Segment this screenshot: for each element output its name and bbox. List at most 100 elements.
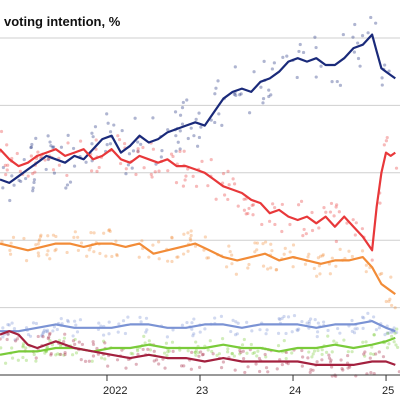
poll-dot [394,166,399,170]
poll-dot [36,242,40,246]
poll-dot [239,350,243,354]
poll-dot [385,331,389,335]
poll-dot [288,222,292,227]
poll-dot [31,321,36,325]
poll-dot [370,258,374,262]
poll-dot [362,316,366,320]
poll-dot [31,189,35,193]
poll-dot [274,267,279,272]
poll-dot [301,50,306,55]
poll-dot [62,353,66,357]
poll-dot [68,180,73,184]
poll-dot [116,134,120,138]
poll-dot [295,75,299,80]
poll-dot [106,121,110,125]
poll-dot [136,349,140,353]
poll-dot [238,348,242,353]
poll-dot [176,140,180,144]
poll-dot [284,356,288,361]
poll-dot [201,352,205,356]
poll-dot [110,254,114,259]
poll-dot [51,329,55,333]
poll-dot [21,344,25,348]
x-tick-label: 25 [382,385,394,397]
poll-dot [317,226,321,230]
poll-dot [261,242,265,246]
poll-dot [194,340,198,344]
poll-dot [49,144,53,148]
poll-dot [321,254,325,258]
poll-dot [238,93,242,97]
poll-dot [193,350,198,354]
poll-dot [0,129,4,134]
poll-dot [369,371,373,375]
poll-dot [215,353,219,358]
poll-dot [46,336,50,341]
poll-dot [41,331,45,335]
poll-dot [51,145,55,149]
poll-dot [226,350,230,354]
poll-dot [103,357,107,361]
poll-dot [154,358,159,362]
poll-dot [296,328,300,333]
poll-dot [62,340,66,344]
poll-dot [95,346,99,351]
poll-dot [288,250,292,254]
poll-dot [38,237,42,242]
poll-dot [217,352,221,356]
poll-dot [45,328,50,332]
poll-dot [91,135,95,139]
poll-dot [63,350,67,355]
poll-dot [314,75,318,79]
poll-dot [227,183,231,187]
poll-dot [197,354,201,358]
poll-dot [385,135,389,140]
poll-dot [164,341,169,345]
poll-dot [34,136,38,140]
poll-dot [276,344,281,348]
poll-dot [186,136,190,141]
series-line-2 [0,148,396,252]
poll-dot [108,130,113,134]
poll-dot [136,150,140,154]
poll-dot [335,203,339,207]
poll-dot [192,317,196,321]
poll-dot [236,321,240,325]
poll-dot [230,262,234,266]
poll-dot [171,154,175,159]
poll-dot [346,350,350,354]
poll-dot [258,369,262,374]
poll-dot [29,145,33,150]
poll-dot [130,166,134,170]
poll-dot [144,330,148,334]
poll-dot [193,350,197,355]
poll-dot [151,147,155,151]
poll-dot [58,344,63,348]
poll-dot [52,145,56,149]
poll-dot [94,147,98,151]
poll-dot [291,265,295,269]
poll-dot [316,321,320,325]
poll-dot [100,356,104,360]
poll-dot [384,299,388,304]
poll-dot [87,359,91,363]
poll-dot [6,332,10,336]
poll-dot [138,315,142,319]
series-line-3 [0,242,396,295]
poll-dot [73,337,77,342]
poll-dot [346,353,350,358]
poll-dot [263,352,267,357]
poll-dot [178,348,182,352]
poll-dot [203,327,207,331]
series-lines [0,33,396,366]
poll-dot [232,182,237,186]
poll-dot [301,234,305,238]
poll-dot [374,328,379,332]
poll-dot [196,351,201,355]
poll-dot [133,116,137,120]
poll-dot [242,337,246,342]
poll-dot [117,322,121,326]
poll-dot [59,352,63,356]
poll-dot [383,333,387,337]
